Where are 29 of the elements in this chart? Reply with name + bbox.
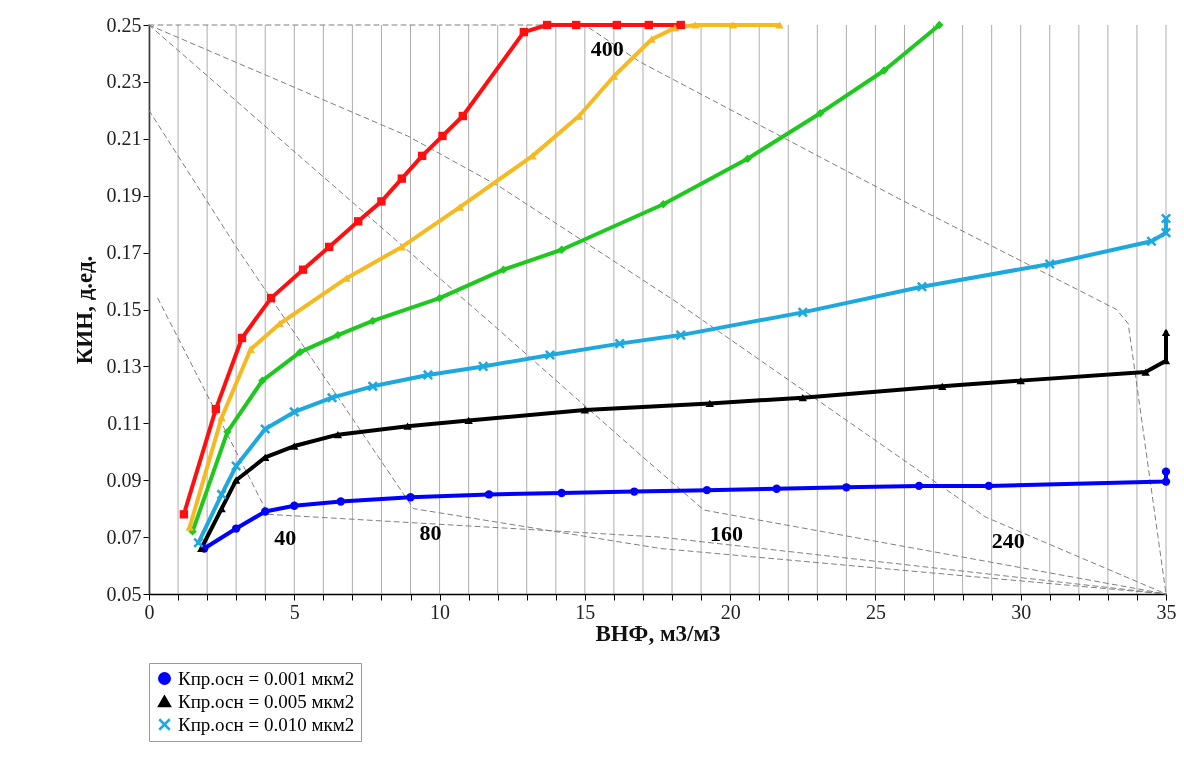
y-tick-label: 0.11 <box>107 411 142 434</box>
series-label: 40 <box>274 525 297 551</box>
x-tick-label: 0 <box>144 600 155 623</box>
y-tick-label: 0.15 <box>106 298 142 320</box>
series-label: 400 <box>590 36 624 61</box>
y-axis-title: КИН, д.ед. <box>71 255 97 365</box>
y-tick-label: 0.07 <box>106 525 142 548</box>
y-tick-label: 0.17 <box>106 241 142 264</box>
y-tick-label: 0.25 <box>106 13 142 36</box>
series-label: 80 <box>419 519 442 545</box>
legend-label: Кпр.осн = 0.001 мкм2 <box>178 667 355 689</box>
x-tick-label: 10 <box>430 600 451 623</box>
legend-label: Кпр.осн = 0.005 мкм2 <box>178 690 355 712</box>
x-axis-title: ВНФ, м3/м3 <box>595 620 721 646</box>
series-label: 160 <box>709 521 743 547</box>
y-tick-label: 0.09 <box>106 468 142 491</box>
y-tick-label: 0.13 <box>106 354 142 377</box>
x-tick-label: 15 <box>575 600 596 623</box>
x-tick-label: 5 <box>289 600 300 623</box>
y-tick-label: 0.19 <box>106 184 142 207</box>
x-tick-label: 35 <box>1156 600 1177 623</box>
x-tick-label: 20 <box>720 600 741 623</box>
y-tick-label: 0.23 <box>106 70 142 93</box>
y-tick-label: 0.05 <box>106 582 142 605</box>
legend-label: Кпр.осн = 0.010 мкм2 <box>178 713 355 735</box>
y-tick-label: 0.21 <box>106 127 142 150</box>
x-tick-label: 30 <box>1011 600 1032 623</box>
x-tick-label: 25 <box>865 600 886 623</box>
series-label: 240 <box>991 528 1025 554</box>
